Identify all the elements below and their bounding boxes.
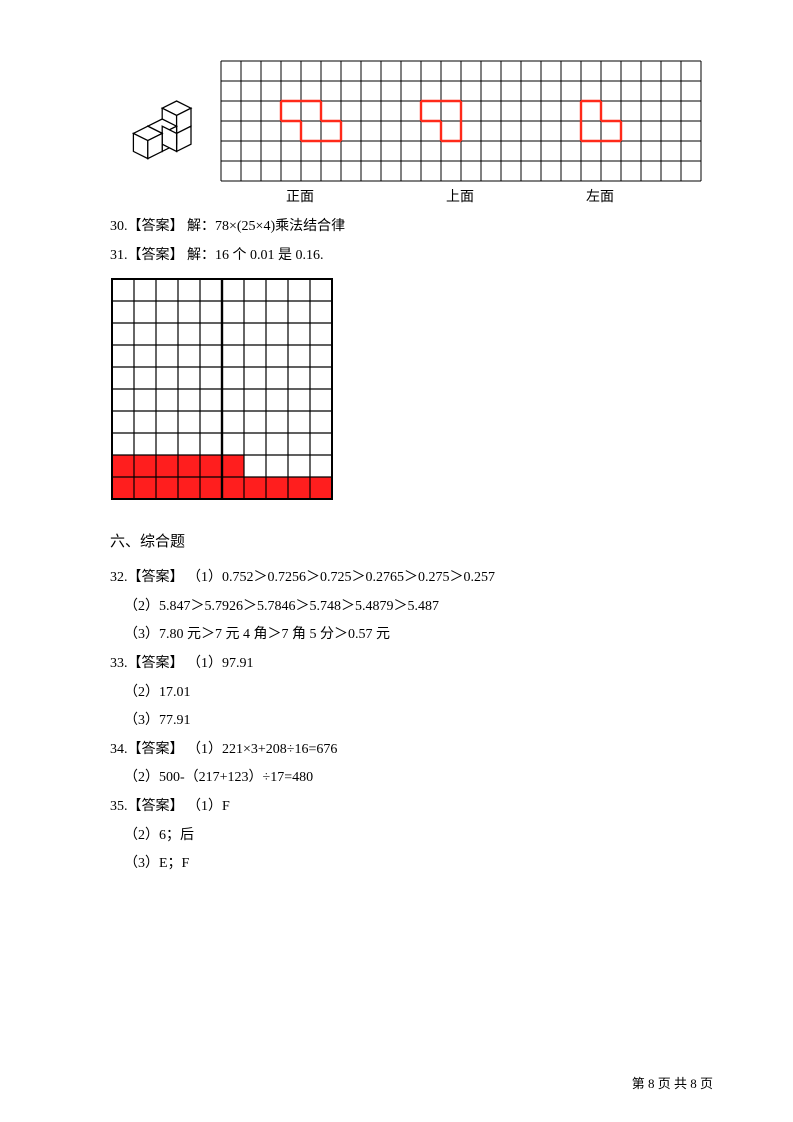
q33-p3-label: （3） xyxy=(124,713,159,728)
q33-p1-text: 97.91 xyxy=(222,656,254,671)
q35-p3-text: E；F xyxy=(159,856,189,871)
q32-p3-label: （3） xyxy=(124,627,159,642)
q35-p2: （2）6；后 xyxy=(110,823,713,850)
q32-p2-label: （2） xyxy=(124,599,159,614)
q31-expr: 16 个 0.01 是 0.16. xyxy=(215,248,324,263)
q35-label: 35.【答案】 （1） xyxy=(110,799,222,814)
page: 正面 上面 左面 30.【答案】 解：78×(25×4)乘法结合律 31.【答案… xyxy=(0,0,793,1122)
q33-p3-text: 77.91 xyxy=(159,713,191,728)
q34-p2-label: （2） xyxy=(124,770,159,785)
q35-p2-text: 6；后 xyxy=(159,828,194,843)
q32-p2-text: 5.847＞5.7926＞5.7846＞5.748＞5.4879＞5.487 xyxy=(159,599,439,614)
q34-p1-text: 221×3+208÷16=676 xyxy=(222,742,337,757)
page-footer: 第 8 页 共 8 页 xyxy=(632,1073,713,1092)
q32-p2: （2）5.847＞5.7926＞5.7846＞5.748＞5.4879＞5.48… xyxy=(110,594,713,621)
q34-p2-text: 500-（217+123）÷17=480 xyxy=(159,770,313,785)
decimal-grid-figure xyxy=(110,277,713,506)
q32-p3-text: 7.80 元＞7 元 4 角＞7 角 5 分＞0.57 元 xyxy=(159,627,390,642)
q35-p3-label: （3） xyxy=(124,856,159,871)
q30-line: 30.【答案】 解：78×(25×4)乘法结合律 xyxy=(110,214,713,241)
q33-label: 33.【答案】 （1） xyxy=(110,656,222,671)
q33-p3: （3）77.91 xyxy=(110,708,713,735)
q34-p2: （2）500-（217+123）÷17=480 xyxy=(110,765,713,792)
q31-label: 31.【答案】 解： xyxy=(110,248,215,263)
top-figure-row xyxy=(110,60,713,182)
q33-p2-text: 17.01 xyxy=(159,685,191,700)
isometric-cubes xyxy=(110,92,200,182)
q34-p1: 34.【答案】 （1）221×3+208÷16=676 xyxy=(110,737,713,764)
q33-p1: 33.【答案】 （1）97.91 xyxy=(110,651,713,678)
q33-p2: （2）17.01 xyxy=(110,680,713,707)
q32-p3: （3）7.80 元＞7 元 4 角＞7 角 5 分＞0.57 元 xyxy=(110,622,713,649)
q30-expr: 78×(25×4)乘法结合律 xyxy=(215,219,345,234)
label-front: 正面 xyxy=(220,186,380,206)
q32-label: 32.【答案】 （1） xyxy=(110,570,222,585)
view-labels-row: 正面 上面 左面 xyxy=(220,186,713,206)
q35-p3: （3）E；F xyxy=(110,851,713,878)
label-top: 上面 xyxy=(380,186,540,206)
q32-p1: 32.【答案】 （1）0.752＞0.7256＞0.725＞0.2765＞0.2… xyxy=(110,565,713,592)
q31-line: 31.【答案】 解：16 个 0.01 是 0.16. xyxy=(110,243,713,270)
q30-label: 30.【答案】 解： xyxy=(110,219,215,234)
section-6-heading: 六、综合题 xyxy=(110,530,713,551)
q35-p1: 35.【答案】 （1）F xyxy=(110,794,713,821)
q33-p2-label: （2） xyxy=(124,685,159,700)
projection-grid xyxy=(220,60,702,182)
q35-p2-label: （2） xyxy=(124,828,159,843)
q32-p1-text: 0.752＞0.7256＞0.725＞0.2765＞0.275＞0.257 xyxy=(222,570,495,585)
label-left: 左面 xyxy=(540,186,660,206)
q34-label: 34.【答案】 （1） xyxy=(110,742,222,757)
decimal-grid-svg xyxy=(110,277,334,501)
q35-p1-text: F xyxy=(222,799,230,814)
